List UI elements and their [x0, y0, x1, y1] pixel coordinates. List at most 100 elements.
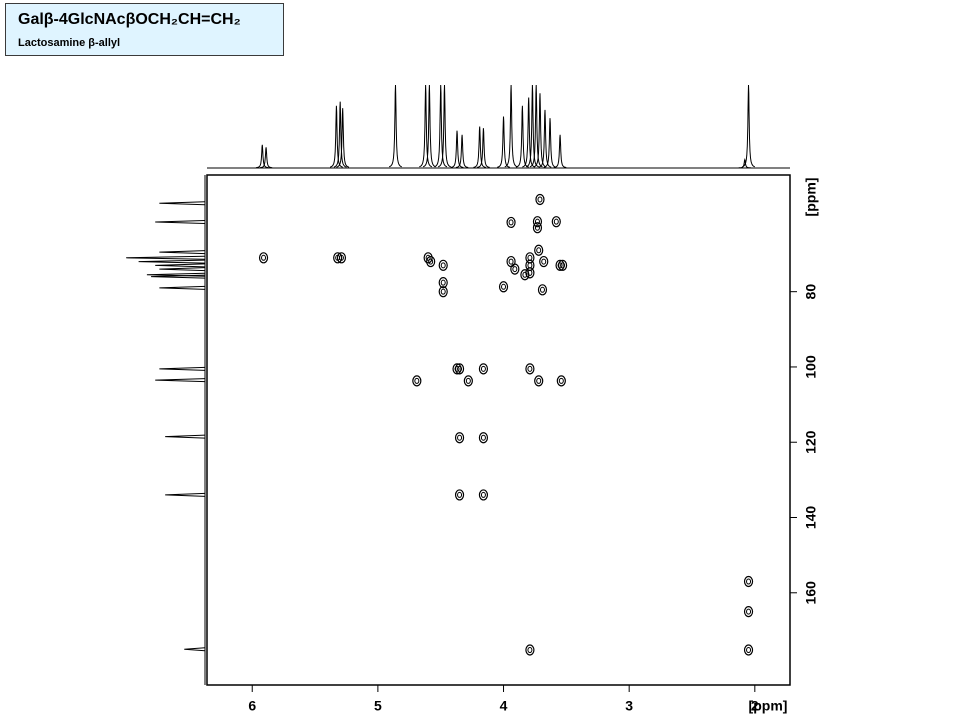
contour-outer: [498, 281, 509, 293]
contour-outer: [452, 363, 462, 375]
contour-outer: [438, 277, 448, 289]
f2-peak: [388, 84, 402, 168]
cross-peak: [438, 286, 448, 298]
contour-inner: [440, 279, 446, 286]
f2-peak: [553, 134, 567, 168]
f2-peak: [333, 101, 347, 168]
cross-peak: [463, 375, 473, 387]
f2-peak: [522, 97, 536, 168]
x-tick-label: 5: [374, 698, 382, 714]
contour-inner: [501, 283, 507, 290]
contour-outer: [506, 255, 516, 268]
f1-peak: [159, 285, 206, 290]
f1-peak: [165, 434, 206, 439]
contour-inner: [440, 262, 446, 269]
contour-outer: [743, 606, 754, 618]
contour-outer: [555, 259, 565, 271]
f2-peak: [515, 105, 529, 168]
contour-outer: [532, 222, 543, 234]
cross-peak: [525, 363, 535, 375]
contour-outer: [551, 216, 561, 228]
contour-outer: [743, 575, 754, 588]
f2-peak: [473, 126, 486, 168]
chart-title: Galβ-4GlcNAcβOCH₂CH=CH₂: [18, 11, 241, 28]
f2-peak: [738, 158, 751, 169]
x-tick-label: 6: [248, 698, 256, 714]
cross-peak: [506, 216, 516, 229]
contour-outer: [426, 255, 436, 268]
contour-outer: [454, 363, 465, 375]
f1-peak: [155, 263, 206, 268]
contour-inner: [746, 578, 752, 585]
contour-inner: [512, 266, 518, 273]
contour-inner: [746, 646, 752, 653]
cross-peak: [438, 259, 448, 271]
y-tick-label: 160: [803, 581, 819, 605]
contour-outer: [525, 644, 535, 656]
f2-peak: [422, 84, 436, 168]
contour-outer: [506, 216, 516, 229]
contour-outer: [423, 252, 433, 264]
cross-peak: [539, 255, 549, 268]
contour-inner: [261, 254, 267, 261]
f1-peak: [126, 255, 206, 260]
cross-peak: [336, 252, 347, 264]
contour-inner: [428, 258, 434, 265]
f1-peak: [159, 267, 206, 272]
cross-peak: [743, 606, 754, 618]
cross-peak: [537, 284, 548, 296]
contour-inner: [522, 271, 528, 278]
f2-peak: [538, 109, 552, 168]
contour-outer: [525, 363, 535, 375]
contour-outer: [478, 363, 489, 375]
contour-outer: [258, 252, 269, 264]
contour-outer: [556, 375, 566, 387]
contour-inner: [527, 262, 533, 269]
f1-peak: [138, 259, 206, 264]
contour-outer: [520, 269, 530, 281]
f1-peak: [165, 492, 206, 497]
contour-inner: [560, 262, 566, 269]
cross-peak: [557, 259, 568, 271]
contour-inner: [457, 491, 463, 498]
x-tick-label: 3: [625, 698, 633, 714]
contour-outer: [532, 216, 543, 228]
contour-inner: [527, 269, 533, 276]
y-tick-label: 120: [803, 430, 819, 454]
cross-peak: [534, 244, 544, 256]
contour-outer: [438, 259, 448, 271]
contour-inner: [414, 377, 420, 384]
y-tick-label: 80: [803, 284, 819, 300]
f1-peak: [151, 274, 206, 279]
contour-outer: [336, 252, 347, 264]
contour-outer: [539, 255, 549, 268]
cross-peak: [556, 375, 566, 387]
contour-inner: [527, 365, 533, 372]
contour-inner: [536, 247, 542, 254]
f2-peak: [434, 84, 448, 168]
f2-peak: [497, 116, 511, 168]
contour-inner: [558, 377, 564, 384]
cross-peak: [478, 489, 489, 501]
contour-outer: [537, 284, 548, 296]
cross-peak: [423, 252, 433, 264]
cross-peak: [498, 281, 509, 293]
contour-outer: [510, 263, 520, 275]
contour-inner: [338, 254, 344, 261]
cross-peak: [454, 432, 465, 444]
contour-inner: [539, 286, 545, 293]
contour-inner: [541, 258, 547, 265]
f1-peak: [159, 201, 206, 206]
contour-inner: [508, 219, 514, 226]
contour-inner: [527, 254, 533, 261]
cross-peak: [743, 644, 754, 656]
f2-peak: [543, 118, 557, 168]
contour-outer: [333, 252, 343, 264]
f2-peak: [529, 84, 543, 168]
contour-outer: [438, 286, 448, 298]
cross-peak: [534, 375, 544, 387]
contour-inner: [527, 646, 533, 653]
f2-peak: [329, 105, 343, 168]
title-box: [5, 3, 284, 56]
